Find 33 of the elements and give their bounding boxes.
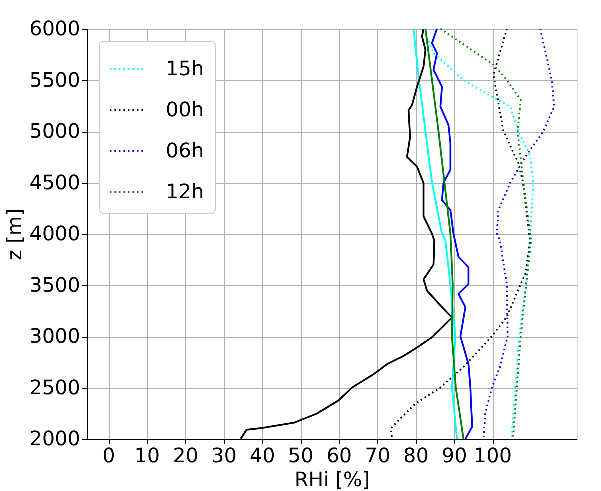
line-series — [482, 28, 556, 440]
y-tick-label: 5500 — [30, 68, 80, 92]
legend-label: 06h — [166, 138, 204, 162]
line-series — [412, 28, 458, 440]
legend-label: 15h — [166, 56, 204, 80]
x-tick-label: 80 — [403, 444, 429, 468]
x-tick-label: 70 — [365, 444, 391, 468]
x-axis-title: RHi [%] — [294, 468, 370, 491]
x-tick-label: 20 — [173, 444, 199, 468]
x-tick-label: 10 — [134, 444, 160, 468]
x-tick-label: 30 — [211, 444, 237, 468]
line-series — [422, 28, 535, 440]
legend-label: 12h — [166, 180, 204, 204]
y-tick-label: 4000 — [30, 222, 80, 246]
y-tick-label: 2500 — [30, 375, 80, 400]
x-tick-label: 50 — [288, 444, 314, 468]
y-tick-label: 6000 — [30, 16, 80, 40]
line-series — [431, 28, 474, 440]
x-tick-label: 100 — [474, 444, 512, 468]
y-tick-label: 2000 — [30, 426, 80, 450]
x-tick-label: 0 — [102, 444, 116, 468]
line-series — [440, 28, 532, 440]
y-tick-label: 3000 — [30, 324, 80, 348]
y-tick-label: 5000 — [30, 119, 80, 143]
legend-label: 00h — [166, 98, 204, 122]
y-tick-label: 3500 — [30, 272, 80, 297]
y-axis-title: z [m] — [2, 208, 27, 260]
line-series — [390, 28, 532, 440]
y-tick-label: 4500 — [30, 170, 80, 194]
x-tick-label: 90 — [442, 444, 468, 468]
x-tick-label: 60 — [326, 444, 352, 468]
x-tick-label: 40 — [250, 444, 276, 468]
line-series — [424, 28, 465, 440]
